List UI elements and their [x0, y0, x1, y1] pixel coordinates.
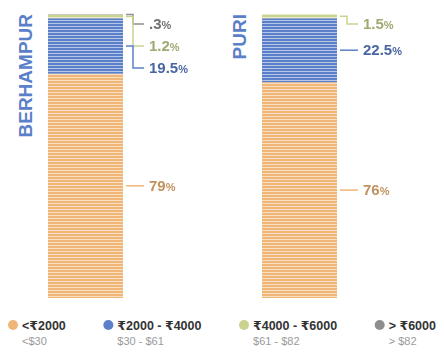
- leader-line: [126, 17, 144, 46]
- bill-texture: [262, 18, 337, 82]
- legend-swatch: [8, 320, 18, 330]
- leader-line: [340, 189, 358, 191]
- bill-texture: [262, 14, 337, 18]
- leader-line: [126, 46, 144, 68]
- data-label: .3%: [149, 15, 172, 32]
- legend-item: ₹4000 - ₹6000 $61 - $82: [239, 319, 337, 347]
- legend-label: <₹2000: [22, 319, 66, 333]
- leader-line: [340, 16, 358, 24]
- data-label: 1.2%: [149, 37, 180, 54]
- leader-line: [340, 49, 358, 51]
- legend-item: > ₹6000 > $82: [375, 319, 436, 347]
- bill-texture: [48, 15, 123, 18]
- legend-sublabel: > $82: [389, 335, 417, 347]
- bar-segment: [262, 82, 337, 298]
- legend-label: ₹4000 - ₹6000: [253, 319, 337, 333]
- bar-segment: [48, 15, 123, 18]
- bar-segment: [48, 18, 123, 73]
- bar-segment: [262, 18, 337, 82]
- data-label: 19.5%: [149, 59, 188, 76]
- bar-segment: [262, 14, 337, 18]
- leader-line: [126, 185, 144, 187]
- data-label: 79%: [149, 177, 176, 194]
- bar-segment: [48, 74, 123, 298]
- chart-root: BERHAMPUR .3% 1.2% 19.5% 79% PURI 1.5% 22.5% 76%…: [0, 0, 444, 362]
- data-label: 76%: [363, 181, 390, 198]
- category-label: BERHAMPUR: [15, 14, 36, 138]
- data-label: 1.5%: [363, 15, 394, 32]
- legend-swatch: [103, 320, 113, 330]
- legend-swatch: [375, 320, 385, 330]
- data-label: 22.5%: [363, 41, 402, 58]
- bill-texture: [48, 18, 123, 73]
- category-label: PURI: [229, 14, 250, 59]
- legend-item: ₹2000 - ₹4000 $30 - $61: [103, 319, 201, 347]
- bill-texture: [48, 74, 123, 298]
- labels: BERHAMPUR .3% 1.2% 19.5% 79% PURI 1.5% 22.5% 76%: [15, 14, 402, 198]
- legend-swatch: [239, 320, 249, 330]
- legend-sublabel: $30 - $61: [117, 335, 163, 347]
- legend-label: ₹2000 - ₹4000: [117, 319, 201, 333]
- legend-label: > ₹6000: [389, 319, 436, 333]
- marks: [48, 14, 337, 298]
- bill-texture: [262, 82, 337, 298]
- legend-sublabel: <$30: [22, 335, 47, 347]
- bill-texture: [48, 14, 123, 15]
- legend-sublabel: $61 - $82: [253, 335, 299, 347]
- legend: <₹2000 <$30 ₹2000 - ₹4000 $30 - $61 ₹4000 - …: [8, 319, 436, 347]
- legend-item: <₹2000 <$30: [8, 319, 66, 347]
- bar-segment: [48, 14, 123, 15]
